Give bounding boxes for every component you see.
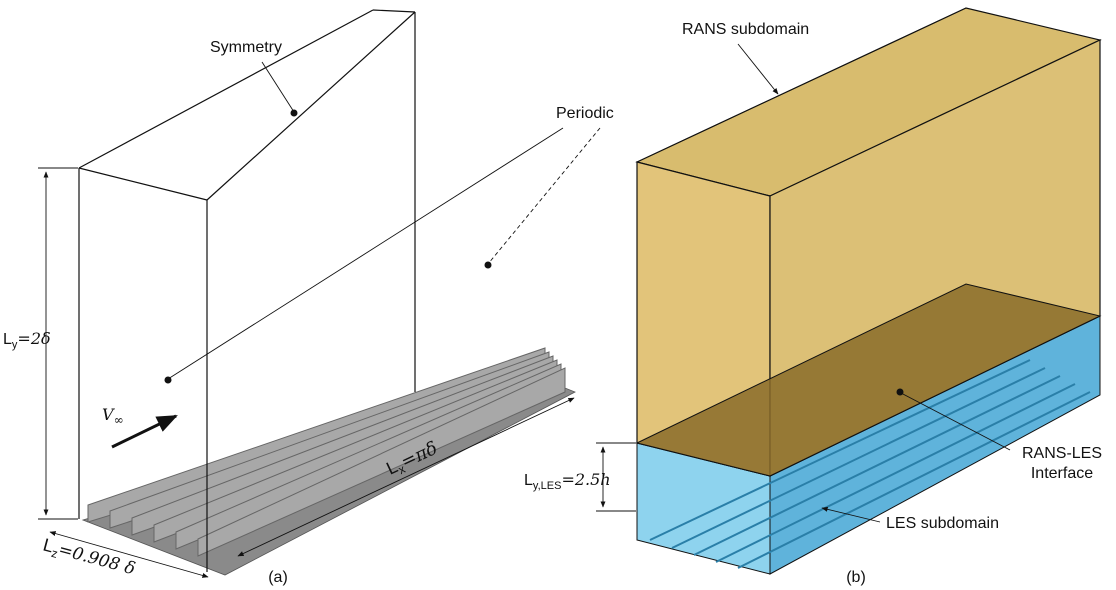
lz-label: Lz=0.908 δ bbox=[40, 535, 137, 582]
periodic-label: Periodic bbox=[556, 105, 614, 122]
label-part: ∞ bbox=[114, 413, 124, 427]
rans-label: RANS subdomain bbox=[682, 21, 809, 38]
label-part: =2δ bbox=[17, 329, 50, 348]
label-part: =2.5h bbox=[561, 470, 610, 489]
symmetry-label: Symmetry bbox=[210, 39, 282, 56]
velocity-label: V∞ bbox=[102, 405, 124, 427]
interface-label-2: Interface bbox=[1031, 465, 1093, 482]
interface-label-1: RANS-LES bbox=[1022, 445, 1102, 462]
label-part: y,LES bbox=[533, 480, 562, 492]
lyles-label: Ly,LES=2.5h bbox=[524, 470, 611, 492]
shape bbox=[485, 262, 492, 269]
caption-a: (a) bbox=[268, 569, 288, 586]
shape bbox=[79, 168, 207, 200]
ribs bbox=[88, 348, 565, 556]
panel-a: Symmetry Periodic Ly=2δ V∞ Lx=πδ Lz=0.90… bbox=[3, 10, 614, 586]
shape bbox=[262, 62, 294, 112]
caption-b: (b) bbox=[846, 569, 866, 586]
les-label: LES subdomain bbox=[886, 515, 999, 532]
label-part: L bbox=[3, 331, 12, 348]
shape bbox=[373, 10, 415, 12]
label-part: L bbox=[524, 472, 533, 489]
ly-label: Ly=2δ bbox=[3, 329, 51, 351]
shape bbox=[79, 10, 373, 168]
shape bbox=[165, 377, 172, 384]
figure: Symmetry Periodic Ly=2δ V∞ Lx=πδ Lz=0.90… bbox=[0, 0, 1116, 590]
shape bbox=[488, 128, 600, 264]
shape bbox=[738, 44, 778, 94]
shape bbox=[168, 128, 563, 379]
shape bbox=[291, 110, 298, 117]
shape bbox=[897, 389, 904, 396]
panel-b: RANS subdomain RANS-LES Interface Ly,LES… bbox=[524, 8, 1102, 586]
